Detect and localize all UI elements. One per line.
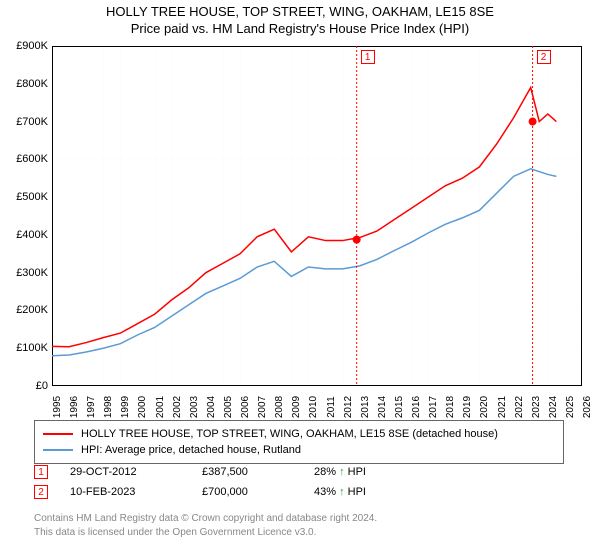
x-tick-label: 2026	[582, 396, 593, 418]
y-tick-label: £500K	[4, 191, 48, 203]
legend-swatch	[43, 433, 73, 435]
chart-title-1: HOLLY TREE HOUSE, TOP STREET, WING, OAKH…	[0, 4, 600, 19]
x-tick-label: 2019	[462, 396, 473, 418]
y-tick-label: £400K	[4, 229, 48, 241]
x-tick-label: 2005	[223, 396, 234, 418]
legend-label: HPI: Average price, detached house, Rutl…	[81, 444, 301, 456]
sales-table: 1 29-OCT-2012 £387,500 28% ↑ HPI 2 10-FEB-202…	[34, 462, 564, 502]
x-tick-label: 2018	[445, 396, 456, 418]
sale-date: 29-OCT-2012	[70, 466, 180, 478]
x-tick-label: 2014	[377, 396, 388, 418]
x-tick-label: 1997	[86, 396, 97, 418]
legend-item: HPI: Average price, detached house, Rutl…	[43, 442, 555, 458]
legend: HOLLY TREE HOUSE, TOP STREET, WING, OAKH…	[34, 420, 564, 464]
y-tick-label: £300K	[4, 267, 48, 279]
sale-marker-badge: 2	[537, 50, 551, 64]
footnote-2: This data is licensed under the Open Gov…	[34, 526, 564, 540]
gridline-v	[582, 46, 583, 386]
sale-row-badge: 2	[34, 485, 48, 499]
legend-label: HOLLY TREE HOUSE, TOP STREET, WING, OAKH…	[81, 428, 498, 440]
x-tick-label: 2003	[189, 396, 200, 418]
x-tick-label: 1998	[103, 396, 114, 418]
y-tick-label: £800K	[4, 78, 48, 90]
x-tick-label: 2023	[531, 396, 542, 418]
footnote-1: Contains HM Land Registry data © Crown c…	[34, 512, 564, 526]
sale-row: 1 29-OCT-2012 £387,500 28% ↑ HPI	[34, 462, 564, 482]
x-tick-label: 1999	[120, 396, 131, 418]
x-tick-label: 2021	[497, 396, 508, 418]
x-tick-label: 2016	[411, 396, 422, 418]
x-tick-label: 2009	[291, 396, 302, 418]
x-tick-label: 1996	[69, 396, 80, 418]
legend-item: HOLLY TREE HOUSE, TOP STREET, WING, OAKH…	[43, 426, 555, 442]
x-tick-label: 1995	[52, 396, 63, 418]
x-tick-label: 2022	[514, 396, 525, 418]
sale-marker-dot	[529, 118, 537, 126]
series-line	[52, 169, 556, 356]
y-tick-label: £0	[4, 380, 48, 392]
series-line	[52, 88, 556, 347]
x-tick-label: 2000	[137, 396, 148, 418]
y-tick-label: £600K	[4, 153, 48, 165]
sale-marker-badge: 1	[361, 50, 375, 64]
x-tick-label: 2011	[326, 396, 337, 418]
y-tick-label: £100K	[4, 342, 48, 354]
y-tick-label: £900K	[4, 40, 48, 52]
x-tick-label: 2017	[428, 396, 439, 418]
legend-swatch	[43, 449, 73, 451]
x-tick-label: 2007	[257, 396, 268, 418]
sale-date: 10-FEB-2023	[70, 486, 180, 498]
sale-comparison: 28% ↑ HPI	[314, 466, 404, 478]
x-tick-label: 2006	[240, 396, 251, 418]
sale-marker-dot	[353, 236, 361, 244]
sale-comparison: 43% ↑ HPI	[314, 486, 404, 498]
x-tick-label: 2012	[343, 396, 354, 418]
chart-title-2: Price paid vs. HM Land Registry's House …	[0, 21, 600, 36]
x-tick-label: 2024	[548, 396, 559, 418]
gridline-h	[52, 386, 582, 387]
x-tick-label: 2002	[172, 396, 183, 418]
x-tick-label: 2004	[206, 396, 217, 418]
sale-price: £387,500	[202, 466, 292, 478]
x-tick-label: 2025	[565, 396, 576, 418]
x-tick-label: 2008	[274, 396, 285, 418]
sale-price: £700,000	[202, 486, 292, 498]
x-tick-label: 2001	[155, 396, 166, 418]
sale-row: 2 10-FEB-2023 £700,000 43% ↑ HPI	[34, 482, 564, 502]
x-tick-label: 2020	[479, 396, 490, 418]
x-tick-label: 2010	[308, 396, 319, 418]
x-tick-label: 2013	[360, 396, 371, 418]
sale-row-badge: 1	[34, 465, 48, 479]
y-tick-label: £200K	[4, 304, 48, 316]
price-chart: £0£100K£200K£300K£400K£500K£600K£700K£80…	[52, 46, 582, 386]
footnotes: Contains HM Land Registry data © Crown c…	[34, 512, 564, 539]
x-tick-label: 2015	[394, 396, 405, 418]
y-tick-label: £700K	[4, 116, 48, 128]
